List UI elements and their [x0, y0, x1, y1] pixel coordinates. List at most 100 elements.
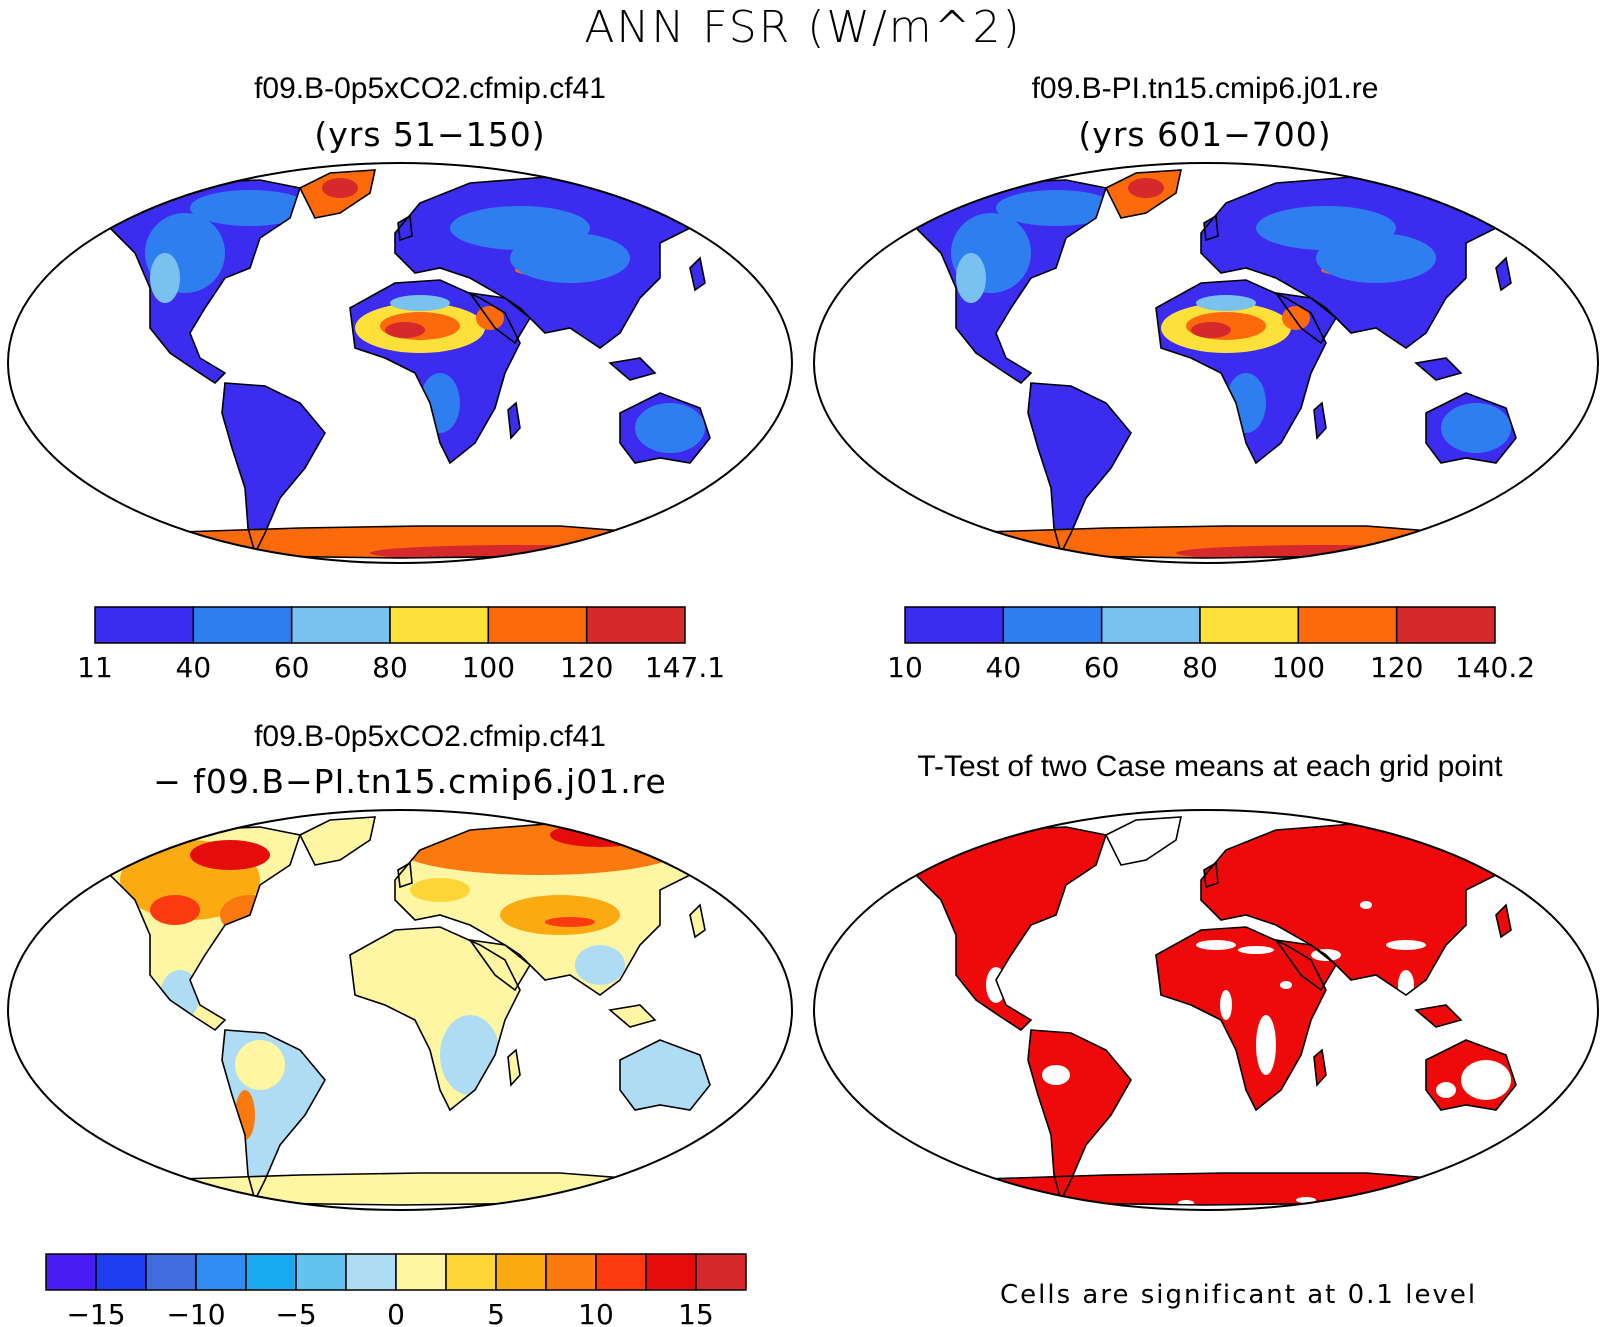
colorbar-swatch	[487, 606, 588, 644]
shading-region	[190, 840, 270, 870]
panel1-subtitle: (yrs 51−150)	[314, 115, 546, 154]
insignificant-region	[1296, 1197, 1316, 1203]
coastline-greenland	[298, 169, 377, 219]
coastline-uk	[1203, 214, 1219, 242]
map-panel-difference	[7, 809, 793, 1211]
coastline-arabia	[1274, 291, 1338, 345]
coastline-southAmerica	[1027, 1029, 1132, 1203]
coastline-arabia	[468, 291, 532, 345]
landmass-africa	[1156, 927, 1326, 1110]
panel3-subtitle: − f09.B−PI.tn15.cmip6.j01.re	[153, 762, 667, 801]
shading-region	[635, 403, 705, 453]
colorbar-tick-label: 80	[372, 651, 408, 684]
coastline-japan	[689, 256, 706, 292]
map-border	[7, 809, 793, 1211]
coastline-indonesia	[1414, 1004, 1463, 1028]
coastline-japan	[689, 903, 706, 939]
coastline-greenland	[298, 816, 377, 866]
shading-region	[545, 917, 595, 927]
shading-region	[1128, 178, 1164, 198]
colorbar-swatch	[395, 1253, 447, 1291]
coastline-southAmerica	[221, 1029, 326, 1203]
landmass-indonesia	[610, 1005, 655, 1027]
landmass-greenland	[1106, 817, 1181, 865]
landmass-arabia	[470, 940, 530, 990]
colorbar-swatch	[45, 1253, 97, 1291]
coastline-northAmerica	[909, 179, 1108, 385]
coastline-indonesia	[608, 357, 657, 381]
colorbar-tick-label: 40	[176, 651, 212, 684]
coastline-northAmerica	[103, 826, 302, 1032]
colorbar-swatch	[495, 1253, 547, 1291]
coastline-africa	[349, 279, 521, 465]
colorbar-swatch	[290, 606, 391, 644]
colorbar-swatch	[192, 606, 293, 644]
landmass-indonesia	[1416, 358, 1461, 380]
colorbar-tick-label: 15	[678, 1298, 714, 1327]
landmass-uk	[1204, 863, 1218, 887]
colorbar-swatch	[645, 1253, 697, 1291]
colorbar-tick-label: 10	[887, 651, 923, 684]
landmass-nz	[745, 483, 755, 503]
colorbar-tick-label: 40	[986, 651, 1022, 684]
map-border	[7, 162, 793, 564]
landmass-eurasia	[1201, 823, 1506, 995]
insignificant-region	[1196, 940, 1236, 950]
shading-region	[575, 945, 625, 985]
insignificant-region	[1436, 1082, 1456, 1098]
colorbar-tick-label: 120	[1370, 651, 1423, 684]
colorbar-tick-label: 147.1	[645, 651, 725, 684]
coastline-southAmerica	[1027, 382, 1132, 556]
colorbar-swatch	[345, 1253, 397, 1291]
colorbar-tick-label: −5	[275, 1298, 316, 1327]
colorbar-tick-label: 120	[560, 651, 613, 684]
map-border	[813, 162, 1599, 564]
colorbar-swatch	[585, 606, 686, 644]
landmass-australia	[620, 1040, 710, 1110]
landmass-indonesia	[1416, 1005, 1461, 1027]
colorbar-tick-label: 140.2	[1455, 651, 1535, 684]
coastline-madagascar	[507, 1048, 521, 1087]
shading-region	[390, 295, 450, 311]
colorbar-swatch	[95, 1253, 147, 1291]
shading-region	[150, 895, 200, 925]
panel2-title: f09.B-PI.tn15.cmip6.j01.re	[1031, 72, 1379, 105]
shading-region	[385, 322, 425, 338]
colorbar-swatch	[145, 1253, 197, 1291]
landmass-arabia	[1276, 940, 1336, 990]
landmass-nz	[745, 1130, 755, 1150]
map-border	[813, 809, 1599, 1211]
landmass-greenland	[300, 817, 375, 865]
coastline-uk	[397, 861, 413, 889]
coastline-arabia	[468, 938, 532, 992]
coastline-australia	[1425, 392, 1517, 464]
colorbar-swatch	[1002, 606, 1103, 644]
shading-region	[1441, 403, 1511, 453]
colorbar-swatch	[595, 1253, 647, 1291]
coastline-nz	[743, 481, 757, 506]
map-panel-case2	[813, 162, 1599, 564]
colorbar-swatch	[195, 1253, 247, 1291]
colorbar-swatch	[1395, 606, 1496, 644]
landmass-indonesia	[610, 358, 655, 380]
coastline-greenland	[1104, 169, 1183, 219]
panel1-title: f09.B-0p5xCO2.cfmip.cf41	[254, 72, 606, 105]
colorbar-tick-label: 80	[1182, 651, 1218, 684]
coastline-japan	[1495, 256, 1512, 292]
landmass-southAmerica	[222, 383, 325, 553]
shading-region	[190, 190, 310, 226]
colorbar-tick-label: 5	[487, 1298, 505, 1327]
colorbar-tick-label: 11	[77, 651, 113, 684]
insignificant-region	[1238, 946, 1274, 954]
insignificant-region	[1461, 1060, 1511, 1100]
shading-region	[956, 253, 986, 303]
panel2-subtitle: (yrs 601−700)	[1078, 115, 1332, 154]
colorbar-case2: 10 40 60 80 100 120 140.2	[887, 606, 1535, 684]
panel3-title: f09.B-0p5xCO2.cfmip.cf41	[254, 720, 606, 753]
colorbar-tick-label: 100	[462, 651, 515, 684]
shading-region	[500, 895, 620, 935]
coastline-indonesia	[608, 1004, 657, 1028]
coastline-uk	[397, 214, 413, 242]
coastline-indonesia	[1414, 357, 1463, 381]
landmass-uk	[398, 216, 412, 240]
